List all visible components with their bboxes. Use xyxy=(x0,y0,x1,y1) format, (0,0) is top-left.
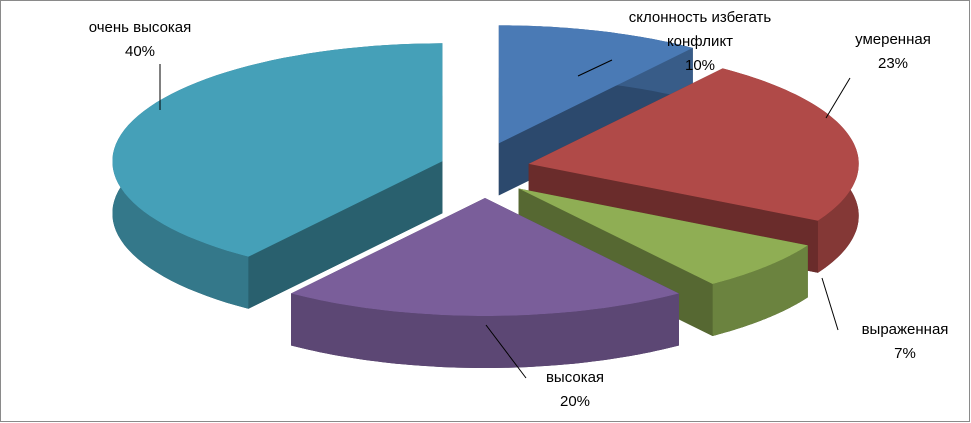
leader-lines xyxy=(159,59,851,379)
data-label: высокая 20% xyxy=(515,366,635,414)
slice xyxy=(112,43,443,257)
pie xyxy=(112,25,859,368)
data-label: выраженная 7% xyxy=(840,318,970,366)
category-label: умеренная xyxy=(855,31,931,48)
slice xyxy=(291,198,679,316)
leader-line xyxy=(485,324,527,379)
data-label: очень высокая 40% xyxy=(50,16,230,64)
slice xyxy=(498,25,693,144)
value-label: 40% xyxy=(124,43,156,60)
leader-line xyxy=(821,277,839,331)
slice xyxy=(528,68,859,221)
category-label: очень высокая xyxy=(88,19,192,36)
data-label: умеренная 23% xyxy=(833,28,953,76)
slice-side xyxy=(291,293,679,368)
value-label: 10% xyxy=(684,57,716,74)
category-label: склонность избегать конфликт xyxy=(628,9,772,50)
leader-line xyxy=(577,59,613,77)
category-label: выраженная xyxy=(861,321,949,338)
data-label: склонность избегать конфликт 10% xyxy=(610,6,790,78)
leader-line xyxy=(825,77,851,119)
slice-wall xyxy=(248,161,443,309)
value-label: 7% xyxy=(894,345,916,362)
value-label: 20% xyxy=(559,393,591,410)
value-label: 23% xyxy=(877,55,909,72)
slice xyxy=(518,188,808,284)
category-label: высокая xyxy=(545,369,605,386)
slice-side xyxy=(712,245,808,336)
